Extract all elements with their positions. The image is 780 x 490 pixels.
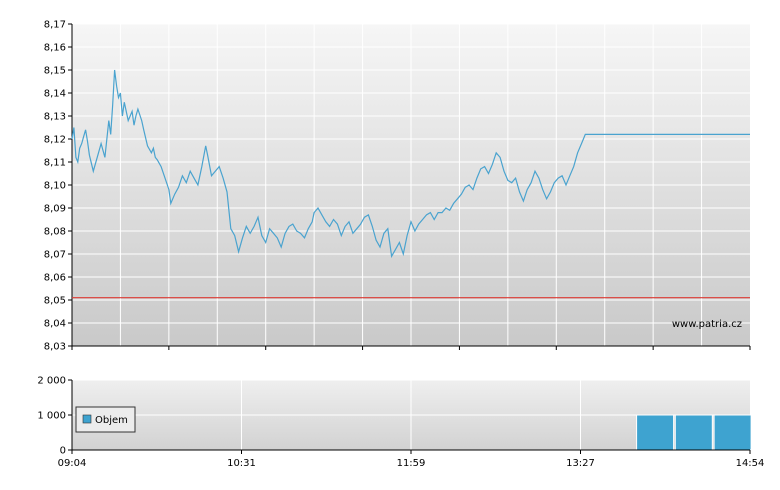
volume-panel: 2 000 1 000 0 09:04 10:31 11:59 13:27 14:54 Ob… (37, 376, 764, 470)
price-y-tick-label: 8,17 (44, 20, 66, 31)
volume-bar (713, 414, 752, 451)
x-tick-label: 11:59 (397, 458, 426, 469)
price-y-tick-label: 8,14 (44, 89, 66, 100)
price-y-tick-label: 8,07 (44, 250, 66, 261)
volume-y-tick-label: 2 000 (37, 376, 66, 387)
price-y-tick-label: 8,12 (44, 135, 66, 146)
price-y-tick-label: 8,15 (44, 66, 66, 77)
price-y-tick-label: 8,09 (44, 204, 66, 215)
x-tick-label: 10:31 (227, 458, 256, 469)
watermark: www.patria.cz (672, 319, 742, 330)
x-tick-label: 09:04 (58, 458, 87, 469)
legend-label: Objem (95, 415, 128, 426)
volume-x-axis-labels: 09:04 10:31 11:59 13:27 14:54 (58, 450, 765, 469)
volume-y-tick-label: 0 (60, 446, 66, 457)
volume-y-tick-label: 1 000 (37, 411, 66, 422)
price-y-tick-label: 8,13 (44, 112, 66, 123)
price-y-tick-label: 8,05 (44, 296, 66, 307)
price-y-tick-label: 8,11 (44, 158, 66, 169)
price-y-tick-label: 8,04 (44, 319, 66, 330)
volume-y-axis: 2 000 1 000 0 (37, 376, 73, 457)
x-tick-label: 14:54 (736, 458, 765, 469)
price-y-tick-label: 8,16 (44, 43, 66, 54)
volume-bars (636, 414, 752, 451)
volume-bar (674, 414, 713, 451)
price-y-tick-label: 8,03 (44, 342, 66, 353)
x-tick-label: 13:27 (566, 458, 595, 469)
price-y-tick-label: 8,06 (44, 273, 66, 284)
price-y-tick-label: 8,08 (44, 227, 66, 238)
price-series-line (71, 69, 750, 259)
price-y-tick-label: 8,10 (44, 181, 66, 192)
volume-bar (636, 414, 675, 451)
price-y-axis: 8,17 8,16 8,15 8,14 8,13 8,12 8,11 8,10 8,09 8,08… (44, 20, 73, 353)
legend-swatch (82, 414, 92, 424)
legend: Objem (75, 406, 136, 433)
price-x-ticks (71, 346, 751, 350)
price-panel: 8,17 8,16 8,15 8,14 8,13 8,12 8,11 8,10 8,09 8,08… (44, 20, 751, 353)
